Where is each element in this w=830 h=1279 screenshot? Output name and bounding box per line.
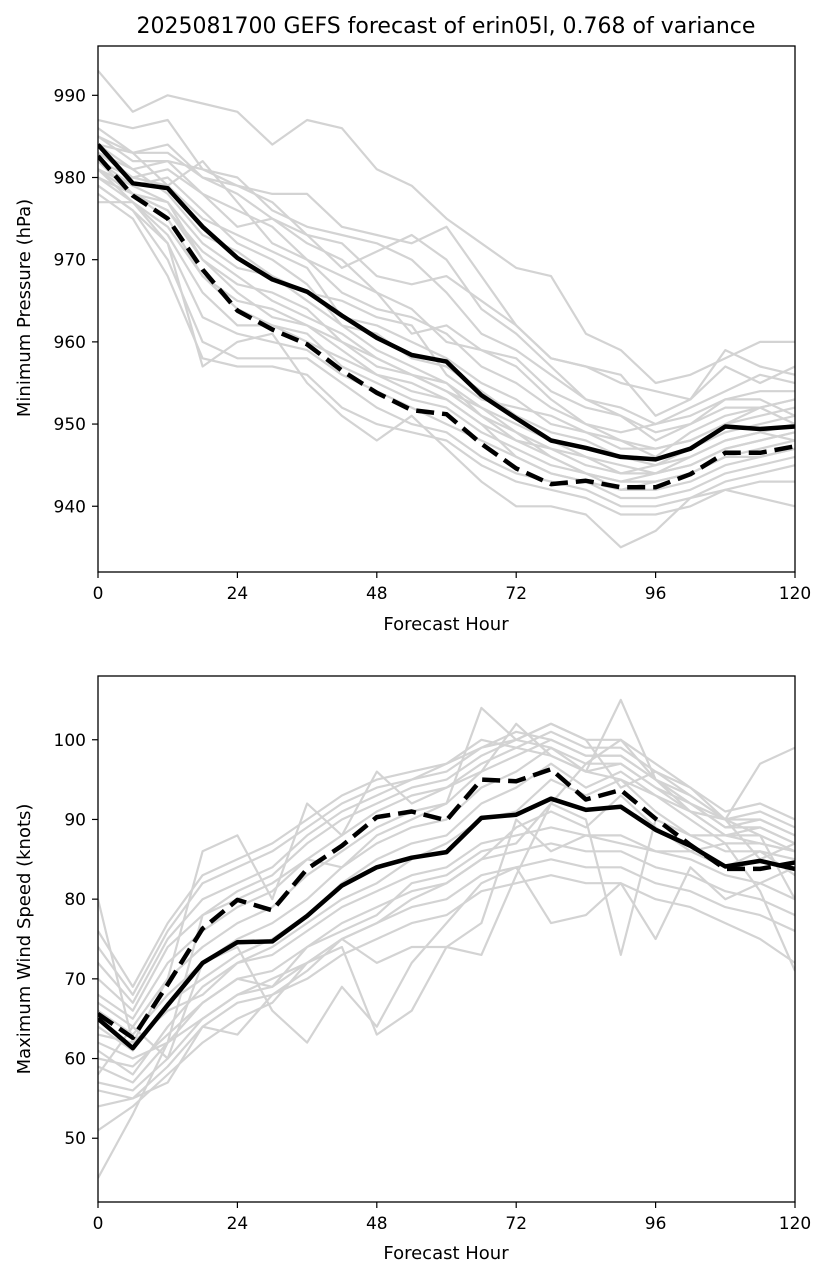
wind-ensemble-member-line	[98, 826, 795, 1076]
wind-x-tick-label: 96	[645, 1214, 667, 1234]
pressure-x-tick-label: 0	[93, 584, 104, 604]
wind-ensemble-member-line	[98, 722, 795, 1012]
wind-x-tick-label: 0	[93, 1214, 104, 1234]
pressure-x-tick-label: 48	[366, 584, 388, 604]
pressure-y-axis-label: Minimum Pressure (hPa)	[14, 199, 35, 417]
pressure-x-tick-label: 24	[227, 584, 249, 604]
pressure-ensemble-member-line	[98, 168, 795, 491]
wind-plot-frame	[97, 675, 796, 1203]
pressure-plot-frame	[97, 45, 796, 573]
pressure-y-tick-label: 940	[54, 497, 86, 517]
figure-title: 2025081700 GEFS forecast of erin05l, 0.7…	[137, 14, 756, 39]
wind-y-tick-label: 50	[64, 1129, 86, 1149]
wind-ensemble-member-line	[98, 858, 795, 1092]
pressure-panel: 0 24 48 72 96 120 940 950 960 970 980 990 Forecast …	[14, 45, 811, 635]
wind-y-axis-label: Maximum Wind Speed (knots)	[14, 804, 35, 1075]
wind-y-tick-label: 80	[64, 890, 86, 910]
wind-y-tick-label: 60	[64, 1050, 86, 1070]
wind-ensemble-member-line	[98, 842, 795, 1084]
pressure-ensemble-member-line	[98, 151, 795, 458]
pressure-x-axis-label: Forecast Hour	[383, 614, 509, 635]
wind-ensemble-member-line	[98, 778, 795, 1044]
pressure-ensemble-member-line	[98, 184, 795, 500]
pressure-y-tick-label: 960	[54, 333, 86, 353]
wind-y-tick-label: 90	[64, 810, 86, 830]
pressure-ensemble-member-line	[98, 176, 795, 483]
pressure-solid-mean-line	[98, 143, 795, 462]
pressure-ensemble-member-line	[98, 184, 795, 508]
wind-x-axis-label: Forecast Hour	[383, 1243, 509, 1264]
pressure-ensemble-member-line	[98, 143, 795, 434]
pressure-y-tick-label: 970	[54, 251, 86, 271]
pressure-y-tick-label: 990	[54, 86, 86, 106]
wind-ensemble-member-line	[98, 738, 795, 1028]
pressure-y-tick-label: 950	[54, 415, 86, 435]
wind-x-tick-label: 24	[227, 1214, 249, 1234]
pressure-x-tick-label: 120	[779, 584, 811, 604]
wind-ensemble-member-line	[98, 874, 795, 1100]
wind-x-tick-label: 120	[779, 1214, 811, 1234]
pressure-ensemble-member-line	[98, 143, 795, 434]
pressure-x-tick-label: 72	[505, 584, 527, 604]
wind-dashed-mean-line	[98, 766, 795, 1041]
pressure-ensemble-member-line	[98, 176, 795, 491]
wind-solid-mean-line	[98, 796, 795, 1051]
pressure-ensemble-member-line	[98, 127, 795, 401]
wind-y-tick-label: 70	[64, 970, 86, 990]
wind-ensemble-member-line	[98, 818, 795, 1108]
wind-y-tick-label: 100	[54, 731, 86, 751]
wind-ensemble-member-line	[98, 738, 795, 988]
wind-ensemble-member-line	[98, 730, 795, 1020]
wind-ensemble-member-line	[98, 730, 795, 1004]
wind-ensemble-member-line	[98, 762, 795, 1052]
wind-x-tick-label: 72	[505, 1214, 527, 1234]
pressure-ensemble-member-line	[98, 151, 795, 450]
pressure-ensemble-member-line	[98, 201, 795, 549]
pressure-x-tick-label: 96	[645, 584, 667, 604]
pressure-y-tick-label: 980	[54, 169, 86, 189]
wind-x-tick-label: 48	[366, 1214, 388, 1234]
pressure-dashed-mean-line	[98, 154, 795, 490]
pressure-ensemble-member-line	[98, 135, 795, 442]
pressure-ensemble-member-line	[98, 135, 795, 426]
pressure-ensemble-member-line	[98, 69, 795, 385]
